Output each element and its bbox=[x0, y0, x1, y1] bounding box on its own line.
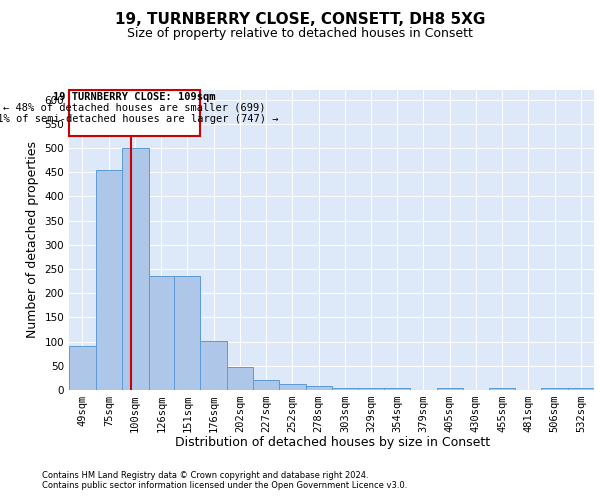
Text: Size of property relative to detached houses in Consett: Size of property relative to detached ho… bbox=[127, 28, 473, 40]
Bar bbox=[69, 346, 96, 390]
Text: 19, TURNBERRY CLOSE, CONSETT, DH8 5XG: 19, TURNBERRY CLOSE, CONSETT, DH8 5XG bbox=[115, 12, 485, 28]
Bar bbox=[331, 388, 358, 390]
Bar bbox=[69, 90, 200, 136]
Text: 51% of semi-detached houses are larger (747) →: 51% of semi-detached houses are larger (… bbox=[0, 114, 278, 124]
Text: 19 TURNBERRY CLOSE: 109sqm: 19 TURNBERRY CLOSE: 109sqm bbox=[53, 92, 216, 102]
Bar bbox=[227, 368, 253, 390]
Bar bbox=[253, 380, 279, 390]
Bar bbox=[437, 388, 463, 390]
Bar bbox=[488, 388, 515, 390]
Bar bbox=[384, 388, 410, 390]
Text: Contains HM Land Registry data © Crown copyright and database right 2024.: Contains HM Land Registry data © Crown c… bbox=[42, 470, 368, 480]
Bar bbox=[568, 388, 594, 390]
Bar bbox=[96, 170, 122, 390]
Bar bbox=[149, 276, 175, 390]
Bar bbox=[358, 388, 384, 390]
Y-axis label: Number of detached properties: Number of detached properties bbox=[26, 142, 39, 338]
Text: Contains public sector information licensed under the Open Government Licence v3: Contains public sector information licen… bbox=[42, 480, 407, 490]
Bar bbox=[279, 384, 305, 390]
Text: Distribution of detached houses by size in Consett: Distribution of detached houses by size … bbox=[175, 436, 491, 449]
Bar bbox=[122, 148, 149, 390]
Text: ← 48% of detached houses are smaller (699): ← 48% of detached houses are smaller (69… bbox=[4, 103, 266, 113]
Bar bbox=[305, 386, 331, 390]
Bar bbox=[200, 340, 227, 390]
Bar bbox=[175, 276, 200, 390]
Bar bbox=[541, 388, 568, 390]
